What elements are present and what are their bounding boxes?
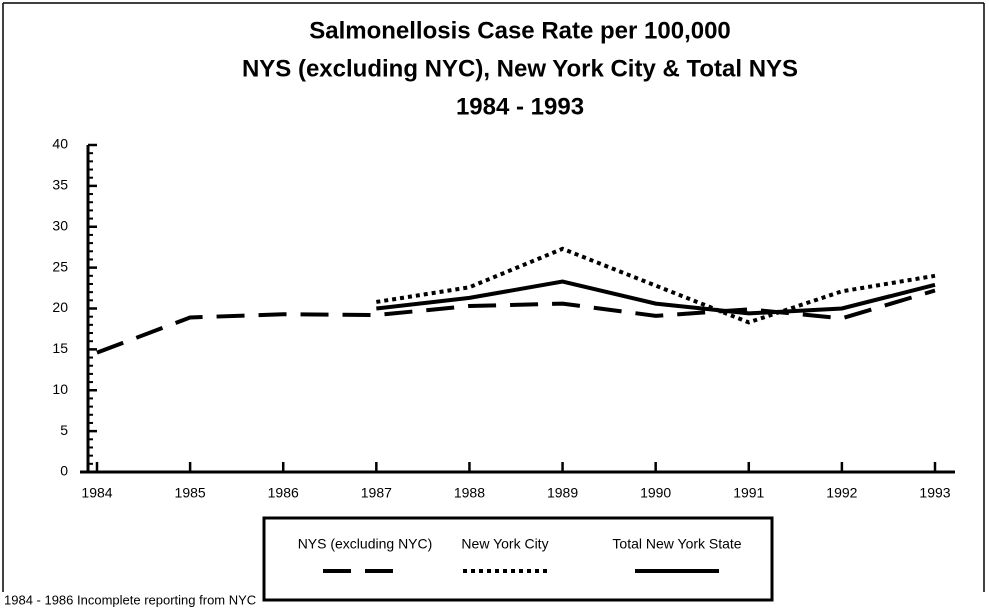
x-tick-label: 1989 — [547, 485, 578, 501]
chart-title: NYS (excluding NYC), New York City & Tot… — [242, 55, 798, 82]
y-tick-label: 20 — [52, 299, 68, 315]
y-tick-label: 40 — [52, 136, 68, 152]
y-tick-label: 30 — [52, 217, 68, 233]
x-tick-label: 1993 — [919, 485, 950, 501]
series-line — [96, 288, 936, 355]
x-tick-label: 1988 — [454, 485, 485, 501]
chart-title: 1984 - 1993 — [456, 93, 584, 120]
annotation: 1984 - 1986 Incomplete reporting from NY… — [4, 592, 256, 607]
x-tick-label: 1991 — [733, 485, 764, 501]
y-tick-label: 25 — [52, 258, 68, 274]
y-tick-label: 0 — [60, 463, 68, 479]
y-tick-label: 15 — [52, 340, 68, 356]
y-tick-label: 10 — [52, 381, 68, 397]
x-tick-label: 1985 — [175, 485, 206, 501]
series-line — [376, 246, 936, 325]
x-tick-label: 1986 — [268, 485, 299, 501]
x-tick-label: 1990 — [640, 485, 671, 501]
series-line — [376, 279, 936, 316]
x-tick-label: 1987 — [361, 485, 392, 501]
legend-label: Total New York State — [612, 536, 741, 552]
legend-label: NYS (excluding NYC) — [298, 536, 433, 552]
x-tick-label: 1984 — [81, 485, 112, 501]
chart-title: Salmonellosis Case Rate per 100,000 — [309, 17, 731, 44]
y-tick-label: 35 — [52, 177, 68, 193]
legend-box — [262, 516, 774, 602]
y-tick-label: 5 — [60, 422, 68, 438]
x-tick-label: 1992 — [826, 485, 857, 501]
legend-label: New York City — [461, 536, 548, 552]
